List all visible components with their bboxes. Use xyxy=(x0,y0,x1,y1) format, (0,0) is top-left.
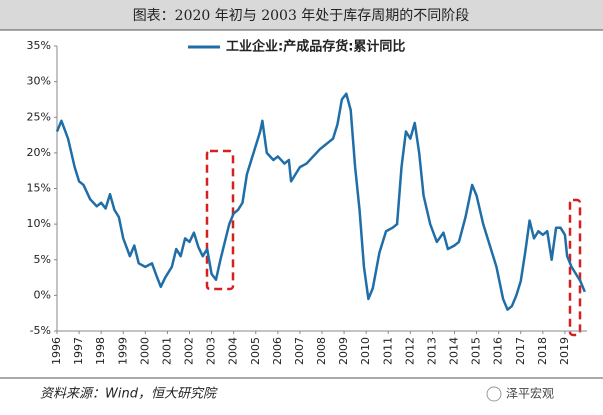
highlight-box xyxy=(568,198,582,337)
data-line xyxy=(55,92,586,311)
x-tick-label: 2019 xyxy=(558,337,571,365)
x-tick-label: 2002 xyxy=(183,337,196,365)
x-tick-label: 2004 xyxy=(227,337,240,365)
x-tick-label: 2001 xyxy=(160,337,173,365)
y-tick-label: 10% xyxy=(27,217,51,230)
x-tick-label: 2003 xyxy=(205,337,218,365)
x-tick-label: 2007 xyxy=(293,337,306,365)
x-tick-label: 2016 xyxy=(492,337,505,365)
x-tick-label: 2015 xyxy=(470,337,483,365)
highlight-box xyxy=(205,149,235,291)
legend-label: 工业企业:产成品存货:累计同比 xyxy=(226,39,405,55)
x-tick-label: 2012 xyxy=(403,337,416,365)
x-tick-label: 2005 xyxy=(249,337,262,365)
y-tick-label: -5% xyxy=(30,324,51,337)
x-tick-label: 1999 xyxy=(116,337,129,365)
x-tick-label: 2014 xyxy=(448,337,461,365)
title-bar xyxy=(0,0,603,30)
x-tick-label: 1996 xyxy=(50,337,63,365)
x-tick-label: 2009 xyxy=(337,337,350,365)
y-tick-label: 0% xyxy=(34,288,51,301)
x-tick-label: 1997 xyxy=(72,337,85,365)
x-tick-label: 2011 xyxy=(381,337,394,365)
y-tick-label: 30% xyxy=(27,75,51,88)
x-tick-label: 2000 xyxy=(138,337,151,365)
y-tick-label: 15% xyxy=(27,182,51,195)
watermark: 泽平宏观 xyxy=(506,386,554,401)
x-tick-label: 2010 xyxy=(359,337,372,365)
source: 资料来源：Wind，恒大研究院 xyxy=(40,386,218,402)
y-tick-label: 5% xyxy=(34,253,51,266)
y-tick-label: 20% xyxy=(27,146,51,159)
y-tick-label: 25% xyxy=(27,110,51,123)
x-tick-label: 2008 xyxy=(315,337,328,365)
chart-title: 图表：2020 年初与 2003 年处于库存周期的不同阶段 xyxy=(133,7,470,24)
x-tick-label: 2017 xyxy=(514,337,527,365)
x-tick-label: 2006 xyxy=(271,337,284,365)
y-tick-label: 35% xyxy=(27,39,51,52)
x-tick-label: 1998 xyxy=(94,337,107,365)
watermark-icon xyxy=(486,386,502,402)
x-tick-label: 2013 xyxy=(425,337,438,365)
x-tick-label: 2018 xyxy=(536,337,549,365)
